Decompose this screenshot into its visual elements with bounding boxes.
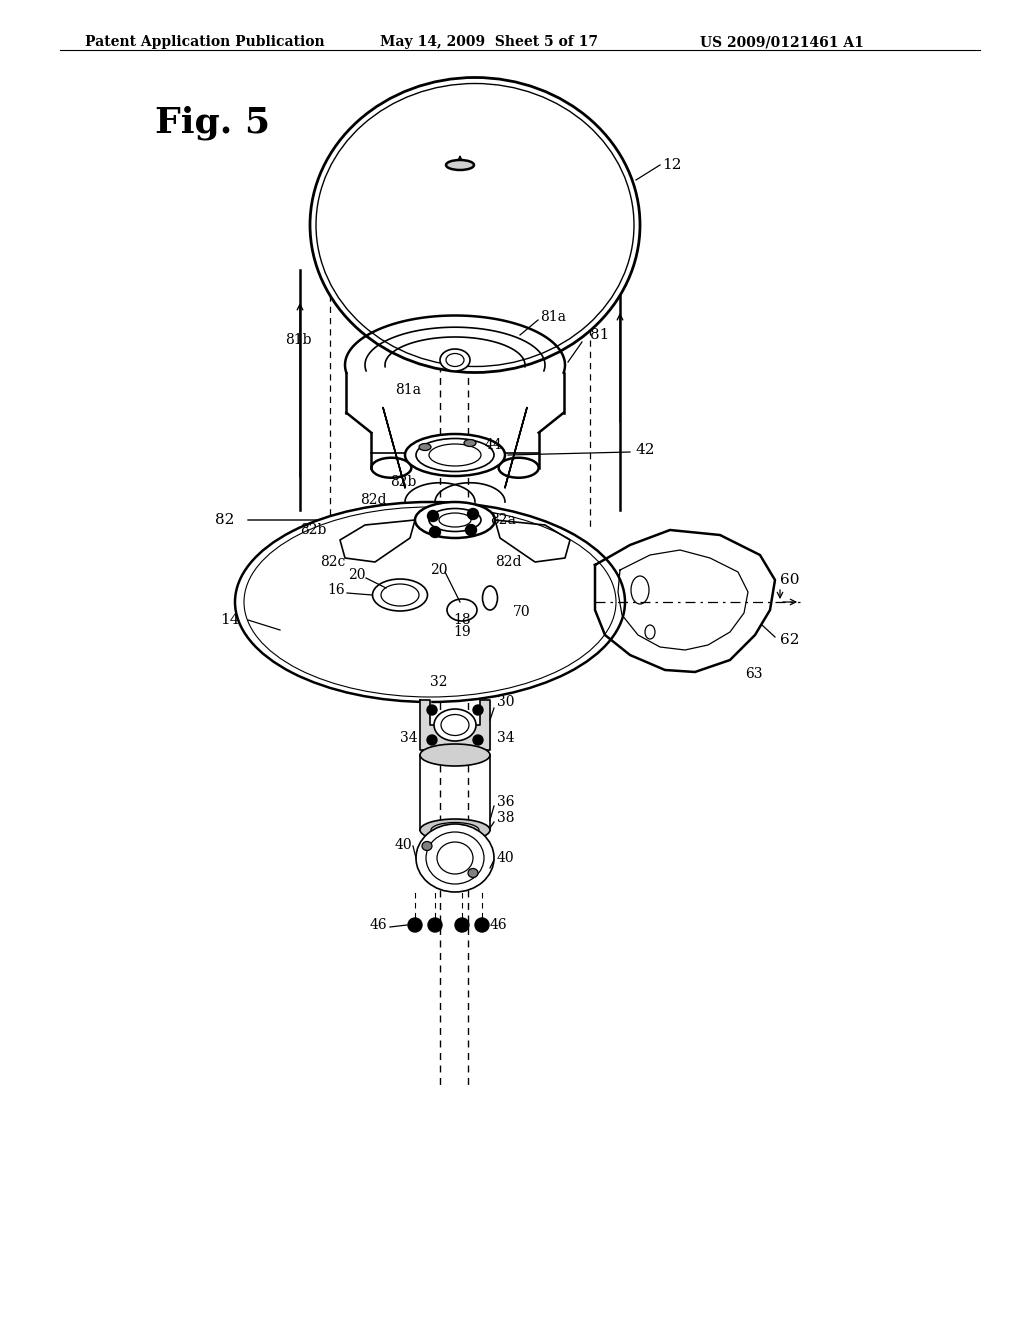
Text: 30: 30: [497, 696, 514, 709]
Circle shape: [473, 705, 483, 715]
Circle shape: [408, 917, 422, 932]
Circle shape: [428, 917, 442, 932]
Text: US 2009/0121461 A1: US 2009/0121461 A1: [700, 36, 864, 49]
Circle shape: [427, 735, 437, 744]
Circle shape: [473, 735, 483, 744]
Text: 82a: 82a: [490, 513, 516, 527]
Ellipse shape: [464, 440, 476, 446]
Ellipse shape: [310, 78, 640, 372]
Text: 81b: 81b: [285, 333, 311, 347]
Circle shape: [466, 524, 476, 536]
Text: 19: 19: [453, 624, 471, 639]
Text: 46: 46: [490, 917, 508, 932]
Text: 44: 44: [485, 438, 503, 451]
Text: 81: 81: [590, 327, 609, 342]
Text: 82d: 82d: [495, 554, 521, 569]
Text: 60: 60: [780, 573, 800, 587]
Text: 12: 12: [662, 158, 682, 172]
Text: 46: 46: [370, 917, 388, 932]
Text: 40: 40: [497, 851, 515, 865]
Text: 16: 16: [327, 583, 345, 597]
Text: 82: 82: [215, 513, 234, 527]
Polygon shape: [595, 531, 775, 672]
Text: 82c: 82c: [319, 554, 345, 569]
Ellipse shape: [434, 709, 476, 741]
Text: 20: 20: [348, 568, 366, 582]
Ellipse shape: [420, 744, 490, 766]
Ellipse shape: [415, 502, 495, 539]
Ellipse shape: [440, 348, 470, 371]
Text: 18: 18: [453, 612, 471, 627]
Ellipse shape: [416, 824, 494, 892]
Text: 81a: 81a: [540, 310, 566, 323]
Text: 82b: 82b: [300, 523, 327, 537]
Ellipse shape: [447, 599, 477, 620]
Text: 38: 38: [497, 810, 514, 825]
Circle shape: [475, 917, 489, 932]
Ellipse shape: [420, 818, 490, 841]
Text: 20: 20: [430, 564, 447, 577]
Ellipse shape: [234, 502, 625, 702]
Ellipse shape: [446, 160, 474, 170]
Ellipse shape: [373, 579, 427, 611]
Circle shape: [427, 705, 437, 715]
Text: May 14, 2009  Sheet 5 of 17: May 14, 2009 Sheet 5 of 17: [380, 36, 598, 49]
Circle shape: [429, 527, 440, 537]
Text: 82b: 82b: [390, 475, 417, 488]
Circle shape: [468, 508, 478, 520]
Ellipse shape: [468, 869, 478, 878]
Text: Fig. 5: Fig. 5: [155, 106, 270, 140]
Ellipse shape: [406, 434, 505, 477]
Ellipse shape: [419, 444, 431, 450]
Circle shape: [455, 917, 469, 932]
Text: 62: 62: [780, 634, 800, 647]
Ellipse shape: [422, 842, 432, 850]
Circle shape: [427, 511, 438, 521]
Text: 32: 32: [430, 675, 447, 689]
Text: 34: 34: [400, 731, 418, 744]
Text: 82d: 82d: [360, 492, 386, 507]
Text: Patent Application Publication: Patent Application Publication: [85, 36, 325, 49]
Text: 36: 36: [497, 795, 514, 809]
Text: 63: 63: [745, 667, 763, 681]
Text: 81a: 81a: [395, 383, 421, 397]
Text: 42: 42: [635, 444, 654, 457]
Polygon shape: [420, 700, 490, 750]
Text: 40: 40: [395, 838, 413, 851]
Text: 34: 34: [497, 731, 515, 744]
Text: 14: 14: [220, 612, 240, 627]
Text: 70: 70: [513, 605, 530, 619]
